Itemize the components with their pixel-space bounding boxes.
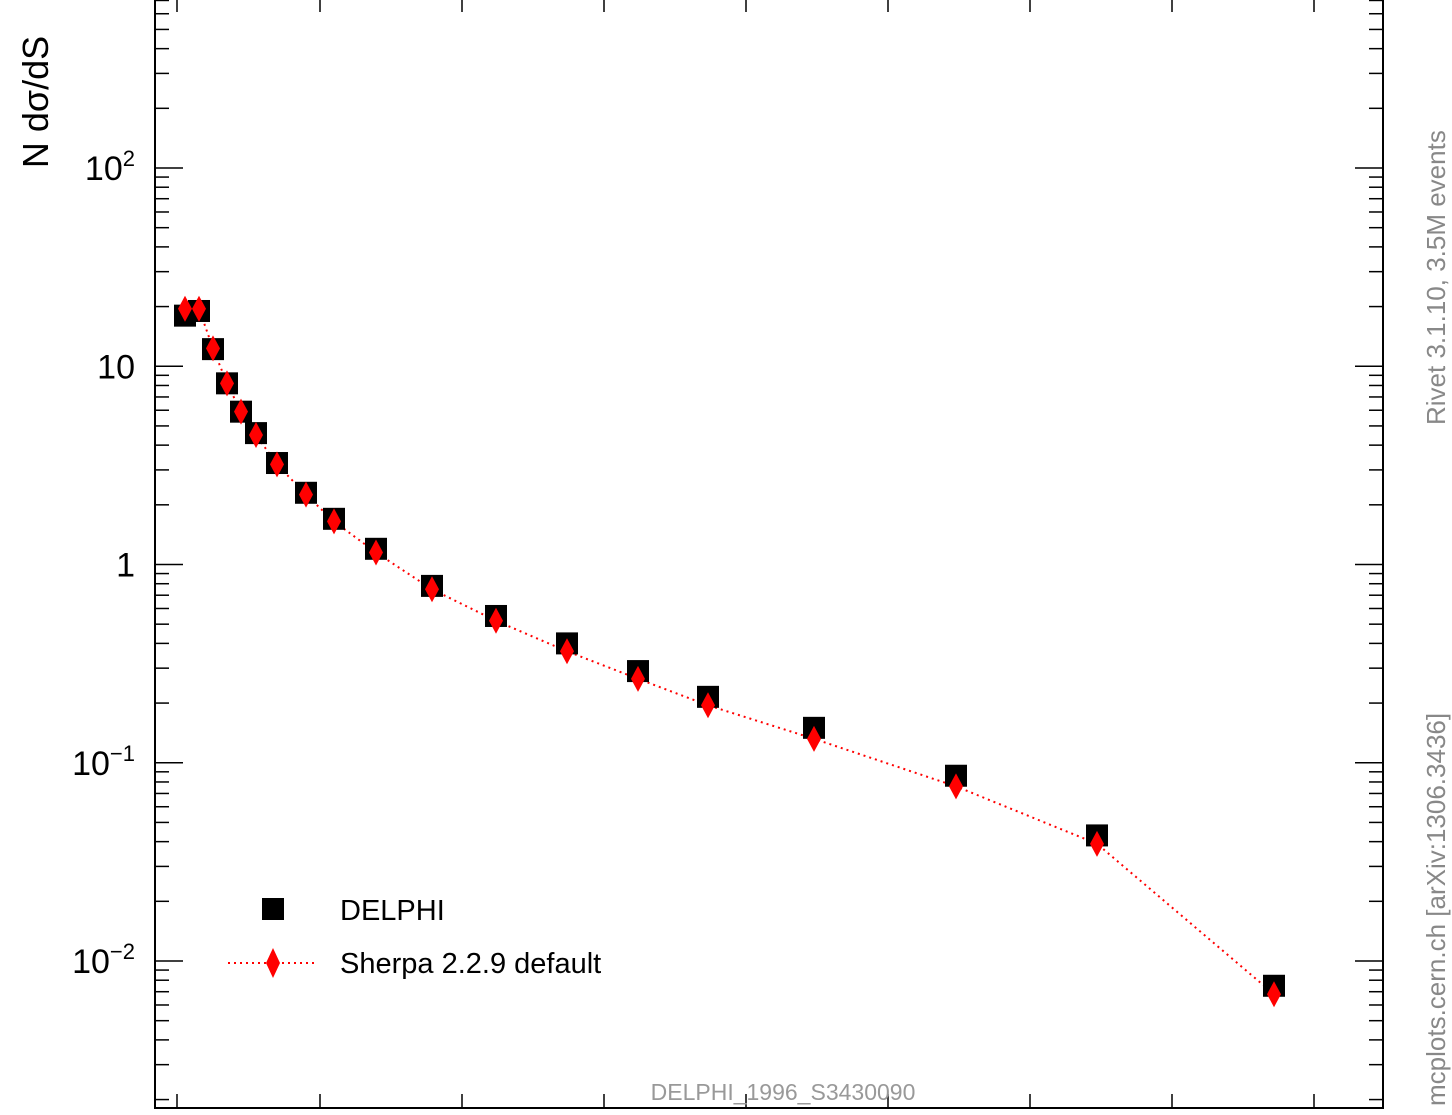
data-point-sherpa: [270, 451, 284, 478]
data-point-sherpa: [489, 607, 503, 634]
mc-marker-layer: [178, 295, 1281, 1008]
data-marker-layer: [174, 299, 1285, 997]
plot-frame-box: [154, 0, 1384, 1109]
data-point-sherpa: [206, 335, 220, 362]
data-point-sherpa: [249, 422, 263, 449]
data-point-sherpa: [425, 576, 439, 603]
mc-series-line: [185, 307, 1275, 995]
data-point-sherpa: [631, 665, 645, 692]
y-axis-label: N dσ/dS: [15, 36, 56, 168]
legend: DELPHI Sherpa 2.2.9 default: [228, 895, 601, 980]
data-point-sherpa: [807, 725, 821, 752]
legend-label-sherpa: Sherpa 2.2.9 default: [340, 948, 601, 980]
y-tick-label: 102: [85, 146, 135, 188]
data-point-sherpa: [1267, 981, 1281, 1008]
data-point-sherpa: [327, 508, 341, 535]
analysis-id-label: DELPHI_1996_S3430090: [651, 1079, 916, 1105]
legend-marker-delphi: [262, 898, 284, 920]
source-info-label: mcplots.cern.ch [arXiv:1306.3436]: [1421, 713, 1451, 1106]
data-point-sherpa: [234, 398, 248, 425]
rivet-info-label: Rivet 3.1.10, 3.5M events: [1421, 130, 1451, 425]
y-tick-label: 10: [97, 348, 135, 386]
data-point-sherpa: [299, 481, 313, 508]
data-point-sherpa: [192, 295, 206, 322]
data-point-sherpa: [220, 370, 234, 397]
y-tick-label: 10−1: [72, 741, 135, 783]
data-point-sherpa: [1090, 830, 1104, 857]
legend-marker-sherpa: [266, 948, 280, 978]
mc-line-layer: [185, 307, 1275, 995]
data-point-sherpa: [178, 295, 192, 322]
data-point-sherpa: [560, 638, 574, 665]
y-tick-label: 1: [116, 547, 135, 585]
plot-frame: [154, 0, 1384, 1109]
y-tick-label: 10−2: [72, 939, 135, 981]
data-point-sherpa: [949, 773, 963, 800]
legend-label-delphi: DELPHI: [340, 895, 445, 927]
axis-ticks: [155, 0, 1383, 1108]
data-point-sherpa: [369, 539, 383, 566]
y-tick-labels: 102 10 1 10−1 10−2: [72, 146, 135, 981]
data-point-sherpa: [701, 692, 715, 719]
